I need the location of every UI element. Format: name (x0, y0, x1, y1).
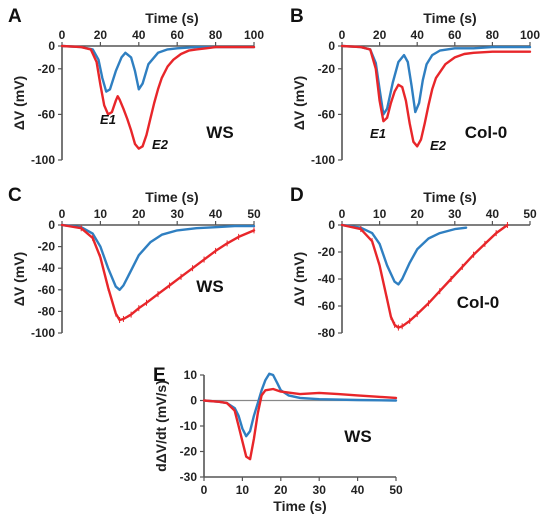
x-tick-label: 100 (244, 28, 264, 42)
x-tick-label: 40 (209, 207, 223, 221)
panel-letter: E (153, 365, 166, 386)
x-axis-label: Time (s) (145, 189, 198, 205)
chart-panel-B: B 0 -20 -60 -100 ΔV (mV) 0 20 40 60 80 100 Time (s) C… (290, 6, 540, 167)
annotation-label: Col-0 (457, 293, 500, 312)
series-line-red (60, 44, 256, 150)
y-tick-label: 0 (190, 394, 197, 408)
x-axis-label: Time (s) (423, 189, 476, 205)
annotation-label: WS (196, 277, 223, 296)
y-tick-label: -40 (318, 272, 336, 286)
y-tick-label: -10 (180, 419, 198, 433)
x-tick-label: 80 (209, 28, 223, 42)
x-tick-label: 0 (59, 207, 66, 221)
y-tick-label: -30 (180, 470, 198, 484)
x-tick-label: 0 (59, 28, 66, 42)
x-tick-label: 0 (339, 207, 346, 221)
series-line-blue (202, 372, 398, 438)
y-tick-label: -20 (318, 245, 336, 259)
annotation-label: Col-0 (465, 123, 508, 142)
x-tick-label: 20 (373, 28, 387, 42)
y-axis-label: ΔV (mV) (291, 252, 307, 306)
y-axis-label: ΔV (mV) (291, 76, 307, 130)
x-axis-label: Time (s) (145, 10, 198, 26)
series-line-red (340, 44, 532, 148)
chart-panel-C: C 0 -20 -40 -60 -80 -100 ΔV (mV) 0 10 20 30 40 50 Time… (8, 185, 261, 340)
x-tick-label: 0 (339, 28, 346, 42)
series-line-blue (60, 223, 256, 291)
annotation-label: E1 (370, 126, 386, 141)
y-tick-label: -60 (38, 107, 56, 121)
y-axis-label: dΔV/dt (mV/s) (153, 380, 169, 472)
y-tick-label: -80 (318, 326, 336, 340)
y-tick-label: -20 (38, 62, 56, 76)
series-line-red (340, 223, 509, 329)
y-tick-label: 0 (48, 218, 55, 232)
y-tick-label: -60 (38, 283, 56, 297)
x-tick-label: 10 (94, 207, 108, 221)
x-tick-label: 10 (373, 207, 387, 221)
x-tick-label: 20 (274, 483, 288, 497)
x-tick-label: 30 (171, 207, 185, 221)
y-tick-label: -40 (38, 261, 56, 275)
annotation-label: E2 (430, 138, 447, 153)
y-tick-label: -20 (318, 62, 336, 76)
y-tick-label: -20 (38, 240, 56, 254)
x-axis-label: Time (s) (273, 498, 326, 514)
x-tick-label: 40 (486, 207, 500, 221)
x-tick-label: 40 (351, 483, 365, 497)
chart-panel-E: E 10 0 -10 -20 -30 dΔV/dt (mV/s) 0 10 20 30 40 50 Tim… (153, 365, 403, 514)
series-line-red (60, 223, 256, 322)
y-tick-label: 0 (48, 39, 55, 53)
x-tick-label: 100 (520, 28, 540, 42)
x-tick-label: 20 (132, 207, 146, 221)
y-tick-label: 0 (328, 39, 335, 53)
annotation-label: E1 (100, 112, 116, 127)
x-tick-label: 80 (486, 28, 500, 42)
x-tick-label: 30 (448, 207, 462, 221)
annotation-label: WS (206, 123, 233, 142)
panel-letter: A (8, 6, 22, 27)
x-tick-label: 20 (411, 207, 425, 221)
panel-letter: C (8, 185, 22, 206)
series-line-red (202, 387, 398, 461)
x-tick-label: 50 (523, 207, 537, 221)
y-tick-label: -80 (38, 304, 56, 318)
y-axis-label: ΔV (mV) (11, 252, 27, 306)
annotation-label: WS (344, 427, 371, 446)
annotation-label: E2 (152, 137, 169, 152)
y-tick-label: 0 (328, 218, 335, 232)
x-tick-label: 50 (389, 483, 403, 497)
series-line-blue (340, 223, 468, 286)
x-tick-label: 10 (236, 483, 250, 497)
y-tick-label: -20 (180, 445, 198, 459)
y-axis-label: ΔV (mV) (11, 76, 27, 130)
chart-panel-D: D 0 -20 -40 -60 -80 ΔV (mV) 0 10 20 30 40 50 Time (s)… (290, 185, 537, 340)
x-tick-label: 60 (171, 28, 185, 42)
y-tick-label: 10 (184, 368, 198, 382)
x-tick-label: 40 (132, 28, 146, 42)
x-tick-label: 60 (448, 28, 462, 42)
x-tick-label: 40 (411, 28, 425, 42)
x-axis-label: Time (s) (423, 10, 476, 26)
chart-panel-A: A 0 -20 -60 -100 ΔV (mV) 0 20 40 60 80 100 Time (s) W… (8, 6, 264, 167)
panel-letter: D (290, 185, 304, 206)
x-tick-label: 0 (201, 483, 208, 497)
y-tick-label: -60 (318, 299, 336, 313)
x-tick-label: 50 (247, 207, 261, 221)
y-tick-label: -100 (31, 326, 55, 340)
y-tick-label: -100 (311, 153, 335, 167)
panel-letter: B (290, 6, 304, 27)
x-tick-label: 30 (313, 483, 327, 497)
series-line-blue (60, 44, 256, 93)
y-tick-label: -100 (31, 153, 55, 167)
y-tick-label: -60 (318, 107, 336, 121)
x-tick-label: 20 (94, 28, 108, 42)
